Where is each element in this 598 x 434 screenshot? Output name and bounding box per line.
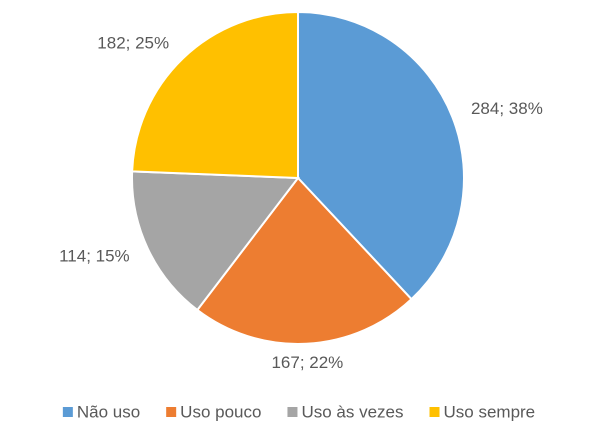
data-label: 284; 38% — [471, 99, 543, 118]
pie-slice — [297, 10, 465, 301]
legend-label: Uso pouco — [180, 402, 261, 421]
data-label: 182; 25% — [97, 33, 169, 52]
legend-swatch — [166, 407, 177, 417]
data-label: 114; 15% — [59, 247, 130, 266]
data-label: 167; 22% — [271, 353, 343, 372]
legend-swatch — [62, 407, 73, 417]
pie-slice — [131, 10, 299, 180]
legend-swatch — [287, 407, 298, 417]
pie-slice — [131, 170, 300, 312]
pie-slice — [195, 176, 413, 345]
legend-label: Uso às vezes — [301, 402, 403, 421]
legend-swatch — [429, 407, 440, 417]
legend-label: Uso sempre — [444, 402, 536, 421]
legend-label: Não uso — [77, 402, 140, 421]
